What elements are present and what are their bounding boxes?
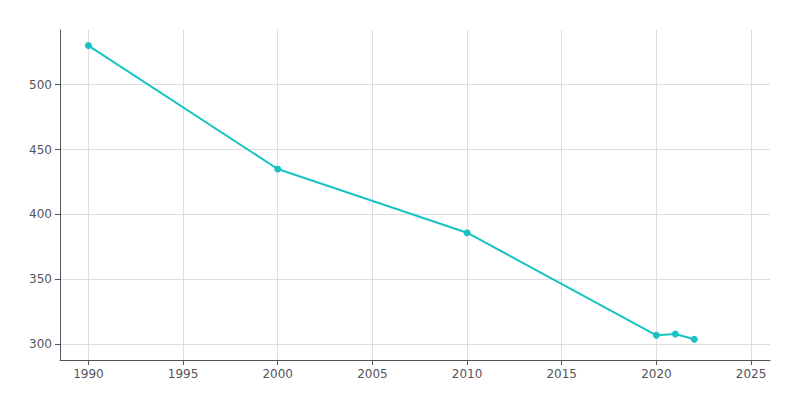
svg-text:2020: 2020 (641, 367, 672, 381)
svg-text:300: 300 (29, 337, 52, 351)
svg-text:1995: 1995 (168, 367, 199, 381)
svg-text:2005: 2005 (357, 367, 388, 381)
svg-text:1990: 1990 (73, 367, 104, 381)
svg-text:350: 350 (29, 272, 52, 286)
svg-text:400: 400 (29, 207, 52, 221)
svg-text:500: 500 (29, 78, 52, 92)
svg-text:2025: 2025 (736, 367, 767, 381)
svg-text:2010: 2010 (452, 367, 483, 381)
svg-text:450: 450 (29, 143, 52, 157)
svg-text:2000: 2000 (262, 367, 293, 381)
svg-text:2015: 2015 (546, 367, 577, 381)
